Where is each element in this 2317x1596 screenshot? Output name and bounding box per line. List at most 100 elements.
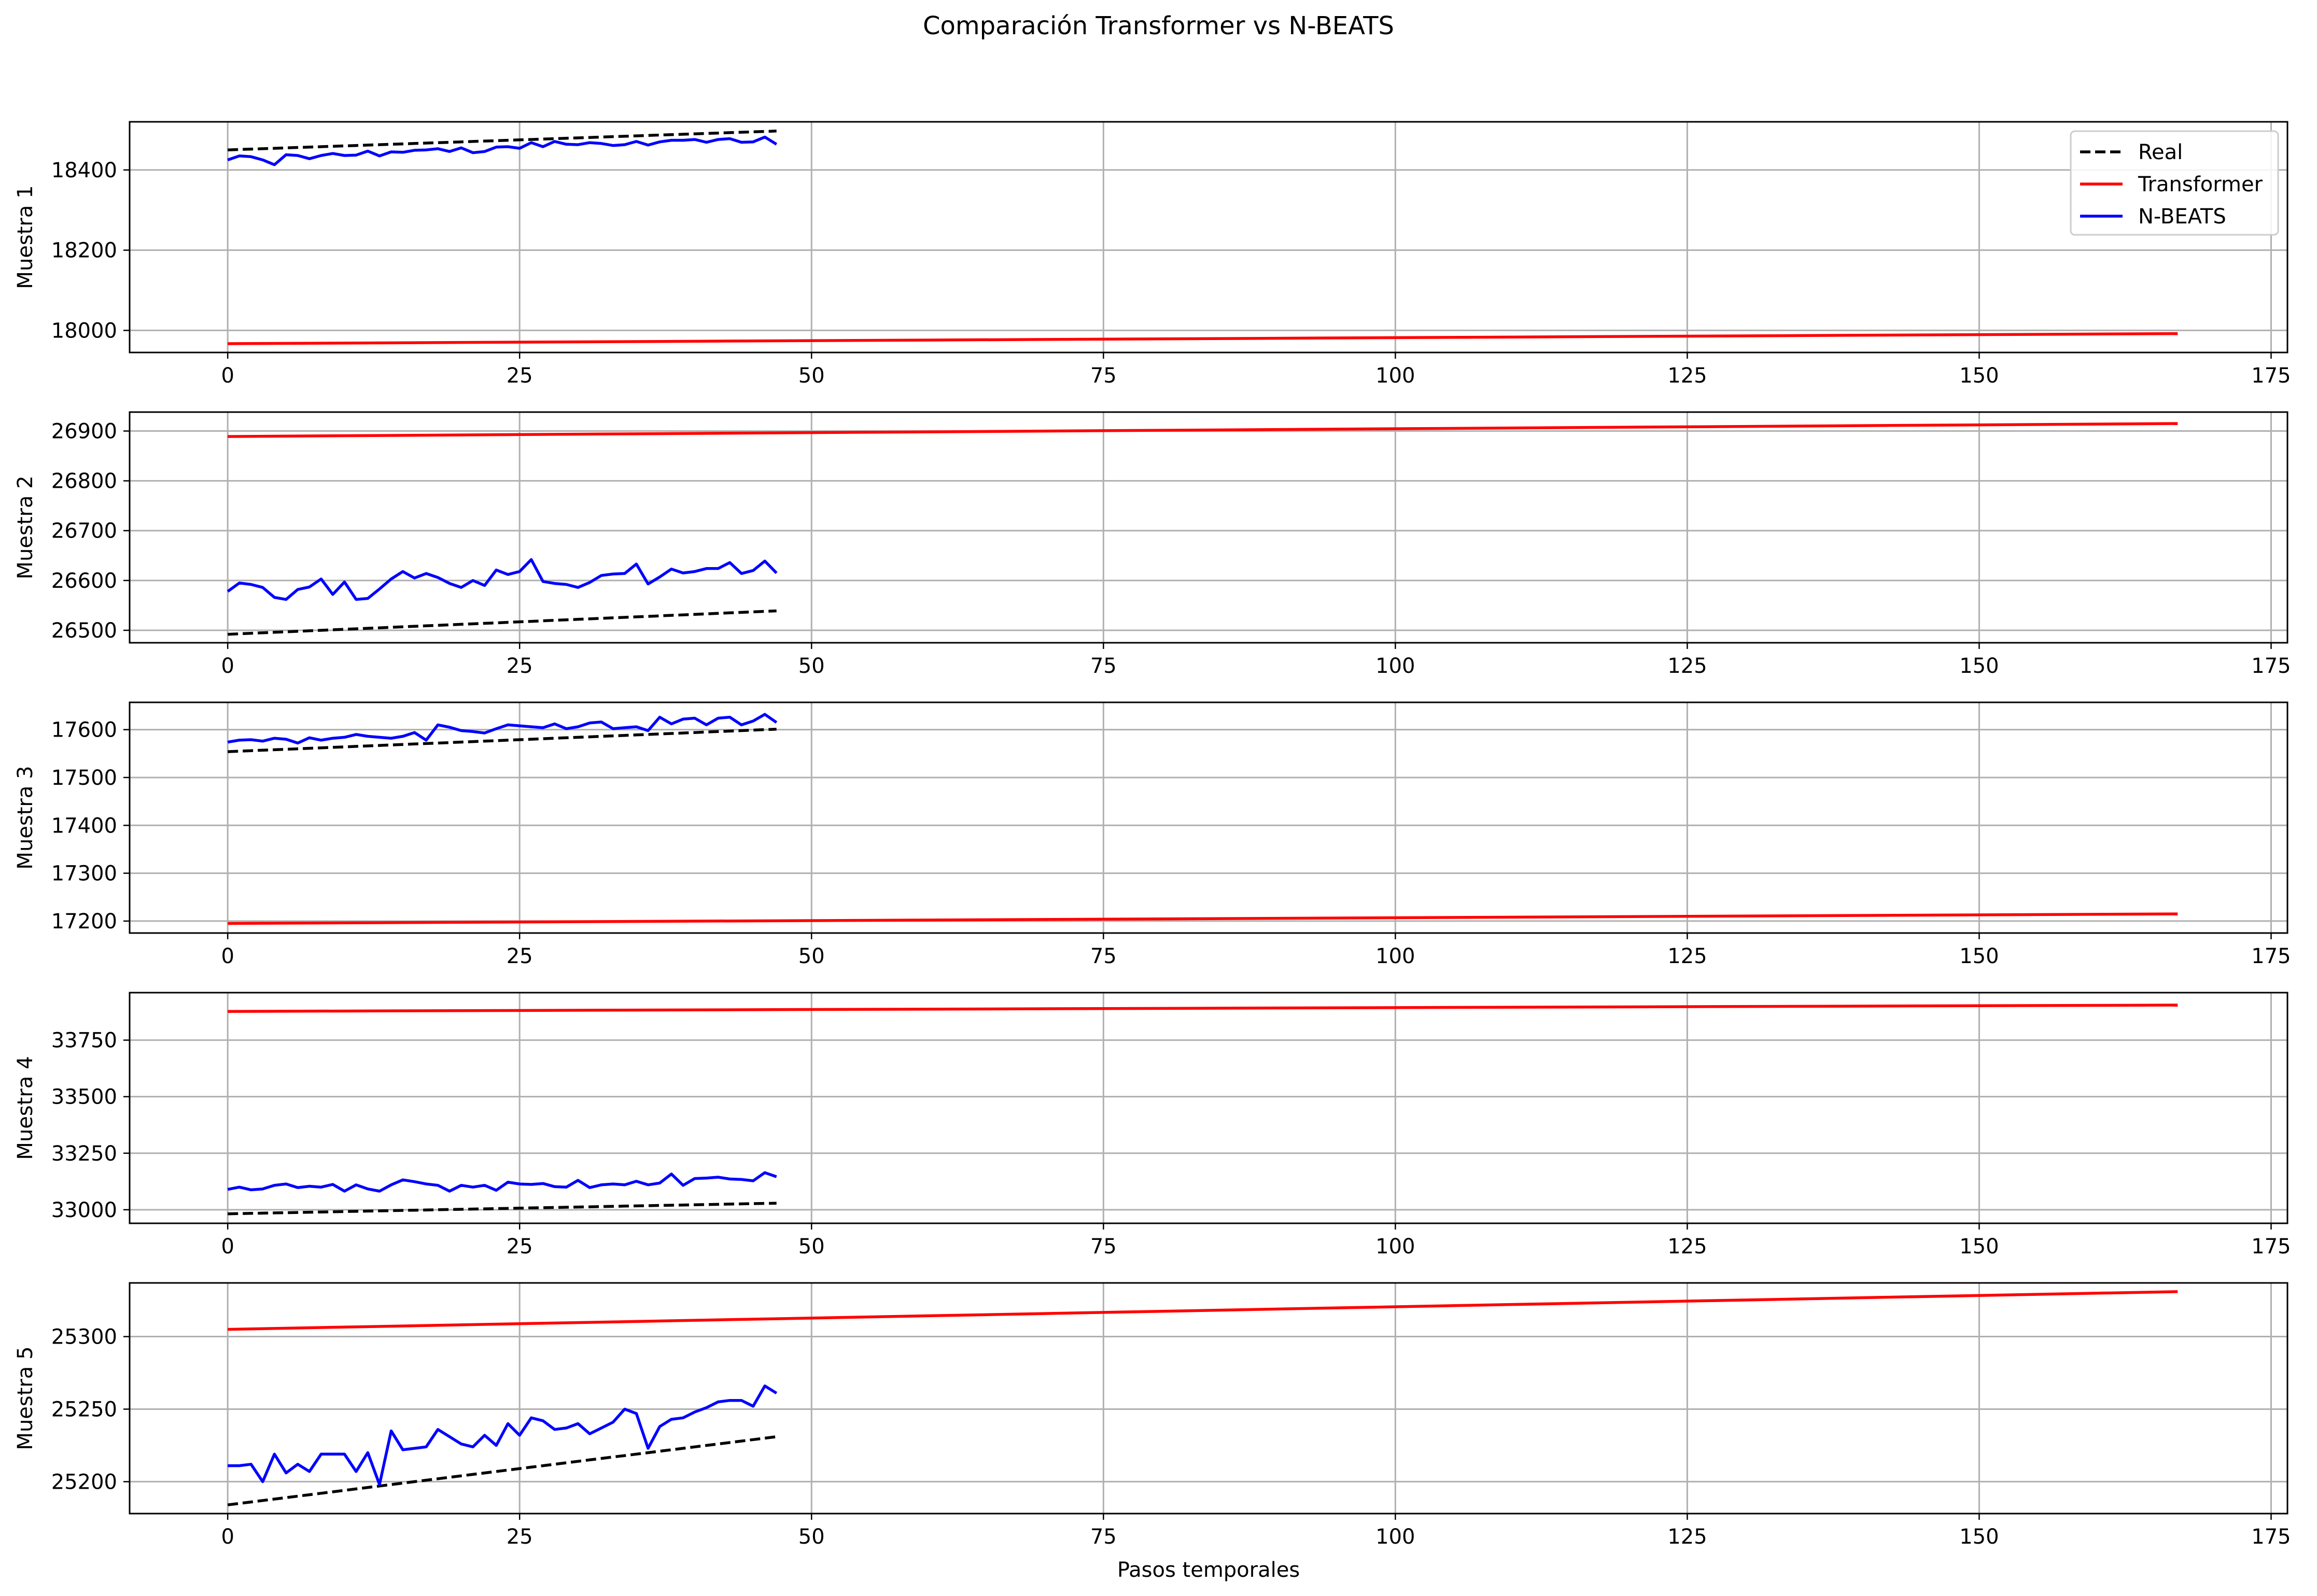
x-tick-label: 100 <box>1375 364 1415 388</box>
axes-frame <box>129 701 2288 934</box>
y-axis-label: Muestra 3 <box>13 766 37 869</box>
x-tick-label: 25 <box>507 364 533 388</box>
y-tick-label: 25200 <box>51 1470 117 1494</box>
x-tick-label: 50 <box>798 1235 825 1259</box>
legend-label: Real <box>2138 140 2183 164</box>
subplot-5: 0 25 50 75 100 125 150 175 25200 25250 25300 Muestr… <box>13 1282 2291 1582</box>
y-tick-label: 26700 <box>51 519 117 543</box>
x-tick-label: 75 <box>1090 654 1117 678</box>
y-tick-label: 17300 <box>51 862 117 886</box>
y-tick-label: 18400 <box>51 159 117 182</box>
series-line-n-beats <box>227 558 778 601</box>
x-axis-label: Pasos temporales <box>1117 1558 1300 1582</box>
y-tick-label: 26900 <box>51 420 117 444</box>
x-tick-label: 0 <box>221 654 234 678</box>
y-tick-label: 33000 <box>51 1198 117 1222</box>
x-tick-label: 175 <box>2251 1235 2291 1259</box>
x-tick-label: 25 <box>507 654 533 678</box>
y-tick-label: 26800 <box>51 470 117 493</box>
legend-label: N-BEATS <box>2138 205 2226 229</box>
y-tick-label: 33250 <box>51 1142 117 1166</box>
subplot-4: 0 25 50 75 100 125 150 175 33000 33250 33500 33750 M… <box>13 992 2291 1259</box>
plot-area <box>227 130 2178 345</box>
y-tick-label: 17400 <box>51 814 117 838</box>
series-line-real <box>227 1435 777 1506</box>
x-tick-label: 150 <box>1959 944 1999 968</box>
series-line-transformer <box>228 422 2178 438</box>
axes-frame <box>129 121 2288 354</box>
x-tick-label: 150 <box>1959 364 1999 388</box>
y-tick-label: 26600 <box>51 569 117 593</box>
figure-title: Comparación Transformer vs N-BEATS <box>922 11 1395 40</box>
y-axis-label: Muestra 2 <box>13 475 37 579</box>
series-line-transformer <box>228 332 2178 345</box>
series-line-n-beats <box>228 1384 778 1486</box>
x-tick-label: 175 <box>2251 654 2291 678</box>
series-line-n-beats <box>227 1171 777 1193</box>
y-tick-label: 18200 <box>51 239 117 263</box>
y-tick-label: 17600 <box>51 718 117 742</box>
series-line-n-beats <box>227 135 778 166</box>
x-tick-label: 125 <box>1667 654 1707 678</box>
x-tick-label: 75 <box>1090 364 1117 388</box>
plot-area <box>227 713 2178 925</box>
x-tick-label: 125 <box>1667 944 1707 968</box>
x-tick-label: 0 <box>221 364 234 388</box>
subplot-2: 0 25 50 75 100 125 150 175 26500 26600 26700 26800 2… <box>13 411 2291 678</box>
x-tick-label: 100 <box>1375 1235 1415 1259</box>
plot-area <box>227 1004 2178 1216</box>
y-tick-label: 17200 <box>51 910 117 934</box>
x-tick-label: 175 <box>2251 364 2291 388</box>
x-tick-label: 0 <box>221 1235 234 1259</box>
x-tick-label: 75 <box>1090 1235 1117 1259</box>
series-line-real <box>228 130 777 151</box>
y-tick-label: 25250 <box>51 1397 117 1421</box>
plot-area <box>227 1290 2178 1506</box>
x-tick-label: 50 <box>798 944 825 968</box>
y-axis-label: Muestra 1 <box>13 185 37 289</box>
series-line-transformer <box>228 1290 2178 1331</box>
subplot-3: 0 25 50 75 100 125 150 175 17200 17300 17400 17500 1… <box>13 701 2291 968</box>
x-tick-label: 75 <box>1090 944 1117 968</box>
x-tick-label: 175 <box>2251 1525 2291 1549</box>
x-tick-label: 125 <box>1667 1525 1707 1549</box>
x-tick-label: 50 <box>798 1525 825 1549</box>
x-tick-label: 125 <box>1667 364 1707 388</box>
y-tick-label: 18000 <box>51 319 117 343</box>
x-tick-label: 50 <box>798 654 825 678</box>
y-tick-label: 17500 <box>51 766 117 790</box>
x-tick-label: 25 <box>507 1525 533 1549</box>
y-tick-label: 33500 <box>51 1085 117 1109</box>
x-tick-label: 75 <box>1090 1525 1117 1549</box>
legend-label: Transformer <box>2138 173 2263 196</box>
x-tick-label: 0 <box>221 1525 234 1549</box>
x-tick-label: 150 <box>1959 654 1999 678</box>
x-tick-label: 25 <box>507 1235 533 1259</box>
x-tick-label: 150 <box>1959 1525 1999 1549</box>
x-tick-label: 100 <box>1375 1525 1415 1549</box>
series-line-real <box>228 727 777 753</box>
x-tick-label: 100 <box>1375 944 1415 968</box>
x-tick-label: 175 <box>2251 944 2291 968</box>
x-tick-label: 0 <box>221 944 234 968</box>
x-tick-label: 50 <box>798 364 825 388</box>
series-line-n-beats <box>227 713 778 745</box>
series-line-real <box>228 609 777 636</box>
plot-area <box>227 422 2178 636</box>
legend: Real Transformer N-BEATS <box>2070 130 2279 236</box>
y-tick-label: 26500 <box>51 619 117 643</box>
y-axis-label: Muestra 4 <box>13 1056 37 1160</box>
subplot-1: 0 25 50 75 100 125 150 175 18000 18200 18400 Muestr… <box>13 121 2291 388</box>
series-line-transformer <box>228 912 2178 925</box>
axes-frame <box>129 992 2288 1224</box>
x-tick-label: 100 <box>1375 654 1415 678</box>
axes-frame <box>129 411 2288 644</box>
y-tick-label: 25300 <box>51 1325 117 1349</box>
y-axis-label: Muestra 5 <box>13 1346 37 1450</box>
x-tick-label: 125 <box>1667 1235 1707 1259</box>
legend-box <box>2070 130 2279 236</box>
x-tick-label: 25 <box>507 944 533 968</box>
series-line-real <box>228 1202 777 1216</box>
